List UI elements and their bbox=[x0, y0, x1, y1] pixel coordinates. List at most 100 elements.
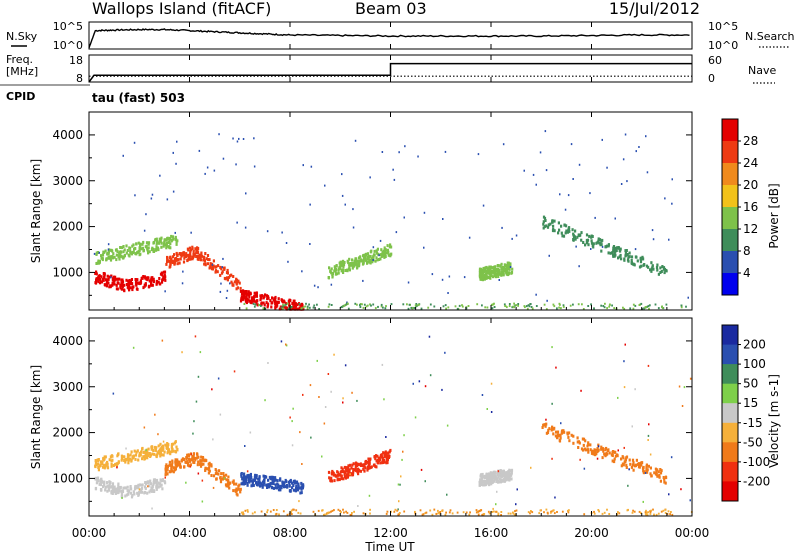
scatter-cell bbox=[344, 364, 347, 367]
scatter-cell bbox=[551, 220, 554, 224]
scatter-cell bbox=[170, 258, 173, 261]
scatter-cell bbox=[212, 264, 215, 268]
scatter-cell bbox=[176, 447, 179, 451]
scatter-cell bbox=[300, 491, 303, 495]
scatter-cell bbox=[380, 455, 383, 459]
scatter-cell bbox=[582, 443, 585, 447]
scatter-cell bbox=[344, 304, 346, 307]
scatter-cell bbox=[640, 302, 643, 305]
scatter-cell bbox=[143, 275, 146, 279]
scatter-cell bbox=[363, 464, 366, 468]
scatter-cell bbox=[616, 513, 619, 516]
scatter-cell bbox=[389, 253, 392, 257]
scatter-cell bbox=[495, 480, 498, 483]
scatter-cell bbox=[172, 255, 175, 259]
scatter-cell bbox=[297, 486, 300, 490]
scatter-cell bbox=[625, 466, 628, 469]
freq-label-line2: [MHz] bbox=[6, 65, 38, 78]
scatter-cell bbox=[446, 424, 449, 427]
scatter-cell bbox=[126, 456, 129, 460]
scatter-cell bbox=[660, 510, 663, 513]
scatter-cell bbox=[606, 307, 608, 310]
scatter-cell bbox=[664, 197, 666, 200]
scatter-cell bbox=[649, 512, 652, 515]
scatter-cell bbox=[194, 335, 197, 338]
scatter-cell bbox=[495, 503, 497, 506]
nsky-tick-bottom: 10^0 bbox=[53, 39, 83, 52]
scatter-cell bbox=[395, 231, 398, 234]
scatter-cell bbox=[483, 513, 486, 515]
nave-tick-bottom: 0 bbox=[708, 72, 715, 85]
scatter-cell bbox=[94, 459, 97, 462]
scatter-cell bbox=[337, 471, 340, 475]
scatter-cell bbox=[98, 482, 101, 486]
scatter-cell bbox=[127, 286, 130, 290]
scatter-cell bbox=[164, 481, 167, 485]
scatter-cell bbox=[191, 255, 194, 259]
scatter-cell bbox=[111, 454, 114, 458]
scatter-cell bbox=[182, 253, 185, 257]
scatter-cell bbox=[136, 449, 139, 453]
velocity-scatter bbox=[94, 335, 693, 517]
scatter-cell bbox=[334, 272, 337, 276]
scatter-cell bbox=[389, 243, 392, 247]
scatter-cell bbox=[607, 251, 610, 255]
scatter-cell bbox=[160, 449, 163, 453]
scatter-cell bbox=[216, 270, 219, 274]
scatter-cell bbox=[159, 239, 162, 243]
scatter-cell bbox=[195, 456, 198, 460]
colorbar-tick-label: 20 bbox=[743, 178, 758, 192]
scatter-cell bbox=[480, 269, 483, 273]
scatter-cell bbox=[282, 305, 285, 308]
scatter-cell bbox=[151, 283, 154, 287]
scatter-cell bbox=[219, 265, 222, 269]
scatter-cell bbox=[255, 474, 258, 478]
scatter-cell bbox=[570, 143, 573, 146]
scatter-cell bbox=[502, 143, 505, 146]
scatter-cell bbox=[350, 263, 353, 267]
scatter-cell bbox=[109, 455, 112, 459]
scatter-cell bbox=[535, 293, 537, 296]
scatter-cell bbox=[292, 302, 295, 306]
scatter-cell bbox=[556, 307, 558, 310]
scatter-cell bbox=[558, 228, 561, 232]
scatter-cell bbox=[139, 242, 142, 246]
scatter-cell bbox=[192, 452, 196, 456]
scatter-cell bbox=[166, 256, 169, 260]
scatter-cell bbox=[166, 446, 169, 450]
scatter-cell bbox=[131, 285, 134, 289]
scatter-cell bbox=[125, 244, 128, 248]
scatter-cell bbox=[640, 264, 643, 268]
scatter-cell bbox=[123, 289, 126, 293]
scatter-cell bbox=[530, 510, 532, 512]
scatter-cell bbox=[166, 472, 169, 476]
scatter-cell bbox=[493, 265, 496, 269]
scatter-cell bbox=[333, 479, 336, 483]
scatter-cell bbox=[103, 272, 106, 276]
scatter-cell bbox=[492, 275, 495, 279]
scatter-cell bbox=[465, 511, 468, 514]
scatter-cell bbox=[98, 251, 100, 254]
scatter-cell bbox=[296, 303, 299, 307]
scatter-cell bbox=[454, 305, 457, 308]
scatter-cell bbox=[354, 466, 357, 469]
scatter-cell bbox=[486, 408, 488, 410]
scatter-cell bbox=[188, 246, 191, 250]
scatter-cell bbox=[529, 303, 532, 305]
scatter-cell bbox=[235, 282, 238, 286]
scatter-cell bbox=[127, 492, 130, 496]
scatter-cell bbox=[99, 480, 102, 483]
colorbar-tick-label: 50 bbox=[743, 377, 758, 391]
scatter-cell bbox=[614, 454, 617, 458]
scatter-cell bbox=[596, 447, 599, 450]
x-tick-label: 00:00 bbox=[675, 526, 710, 540]
scatter-cell bbox=[597, 239, 600, 243]
scatter-cell bbox=[592, 450, 596, 453]
x-tick-label: 04:00 bbox=[172, 526, 207, 540]
scatter-cell bbox=[671, 513, 674, 516]
scatter-cell bbox=[154, 448, 157, 452]
scatter-cell bbox=[236, 221, 238, 224]
scatter-cell bbox=[349, 513, 352, 516]
scatter-cell bbox=[158, 277, 161, 280]
